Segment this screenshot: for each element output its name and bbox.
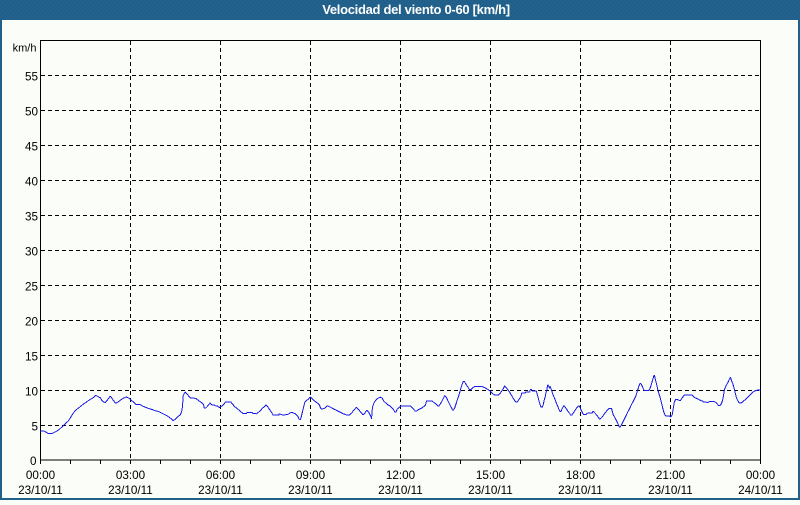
svg-text:40: 40 bbox=[25, 176, 39, 189]
svg-text:10: 10 bbox=[25, 386, 39, 399]
svg-text:23/10/11: 23/10/11 bbox=[558, 484, 603, 497]
svg-text:25: 25 bbox=[25, 281, 39, 294]
svg-text:15: 15 bbox=[25, 351, 39, 364]
svg-text:15:00: 15:00 bbox=[476, 469, 506, 482]
svg-text:50: 50 bbox=[25, 106, 39, 119]
svg-text:5: 5 bbox=[31, 421, 38, 434]
svg-text:09:00: 09:00 bbox=[296, 469, 326, 482]
svg-text:23/10/11: 23/10/11 bbox=[378, 484, 423, 497]
svg-text:00:00: 00:00 bbox=[746, 469, 776, 482]
svg-text:km/h: km/h bbox=[13, 43, 37, 55]
svg-text:23/10/11: 23/10/11 bbox=[468, 484, 513, 497]
svg-text:23/10/11: 23/10/11 bbox=[108, 484, 153, 497]
svg-text:55: 55 bbox=[25, 71, 39, 84]
svg-text:23/10/11: 23/10/11 bbox=[198, 484, 243, 497]
svg-text:23/10/11: 23/10/11 bbox=[18, 484, 63, 497]
svg-text:23/10/11: 23/10/11 bbox=[288, 484, 333, 497]
svg-text:23/10/11: 23/10/11 bbox=[648, 484, 693, 497]
svg-text:Velocidad del viento 0-60 [km/: Velocidad del viento 0-60 [km/h] bbox=[322, 2, 510, 17]
svg-text:45: 45 bbox=[25, 141, 39, 154]
svg-text:20: 20 bbox=[25, 316, 39, 329]
svg-text:30: 30 bbox=[25, 246, 39, 259]
svg-text:18:00: 18:00 bbox=[566, 469, 596, 482]
svg-text:12:00: 12:00 bbox=[386, 469, 416, 482]
svg-text:06:00: 06:00 bbox=[206, 469, 236, 482]
svg-text:21:00: 21:00 bbox=[656, 469, 686, 482]
svg-text:00:00: 00:00 bbox=[26, 469, 56, 482]
svg-text:03:00: 03:00 bbox=[116, 469, 146, 482]
svg-text:0: 0 bbox=[30, 455, 37, 468]
svg-text:35: 35 bbox=[25, 211, 39, 224]
svg-text:24/10/11: 24/10/11 bbox=[738, 484, 783, 497]
